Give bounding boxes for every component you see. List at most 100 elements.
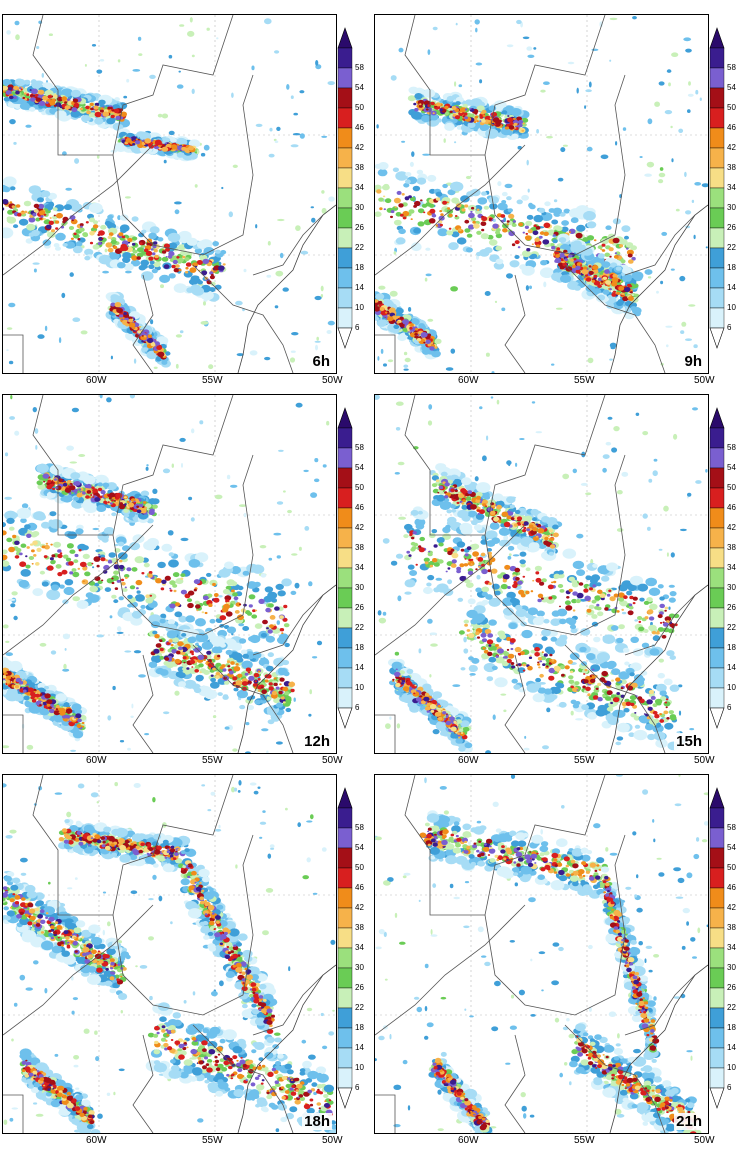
colorbar-graphic (338, 408, 352, 748)
colorbar-tick-label: 26 (727, 984, 736, 992)
colorbar-tick-label: 34 (355, 944, 364, 952)
precipitation-map: 15h (374, 394, 709, 754)
colorbar-tick-label: 38 (727, 164, 736, 172)
colorbar-tick-label: 34 (727, 564, 736, 572)
colorbar-tick-label: 22 (727, 244, 736, 252)
colorbar-tick-label: 58 (727, 444, 736, 452)
colorbar-tick-label: 14 (355, 284, 364, 292)
colorbar-tick-label: 10 (727, 684, 736, 692)
colorbar-tick-label: 6 (727, 704, 731, 712)
colorbar-tick-label: 6 (355, 1084, 359, 1092)
colorbar-tick-label: 10 (355, 684, 364, 692)
colorbar-tick-label: 42 (355, 144, 364, 152)
colorbar-tick-label: 34 (355, 564, 364, 572)
longitude-label: 60W (86, 1135, 107, 1146)
longitude-label: 55W (574, 1135, 595, 1146)
colorbar-tick-label: 6 (727, 1084, 731, 1092)
colorbar-tick-label: 58 (727, 824, 736, 832)
colorbar-tick-label: 50 (355, 484, 364, 492)
colorbar-tick-label: 42 (355, 524, 364, 532)
colorbar-tick-label: 26 (355, 224, 364, 232)
colorbar-tick-label: 34 (355, 184, 364, 192)
longitude-label: 60W (458, 375, 479, 386)
colorbar-tick-label: 54 (355, 84, 364, 92)
colorbar-tick-label: 30 (727, 584, 736, 592)
panel-time-label: 18h (302, 1113, 332, 1130)
colorbar-tick-label: 18 (355, 1024, 364, 1032)
longitude-label: 55W (202, 375, 223, 386)
colorbar-tick-label: 46 (355, 884, 364, 892)
colorbar-tick-label: 14 (727, 1044, 736, 1052)
colorbar-tick-label: 54 (727, 464, 736, 472)
precipitation-map: 6h (2, 14, 337, 374)
colorbar-tick-label: 18 (355, 264, 364, 272)
colorbar-tick-label: 18 (727, 1024, 736, 1032)
colorbar-tick-label: 50 (355, 864, 364, 872)
longitude-label: 55W (574, 375, 595, 386)
colorbar-tick-label: 30 (355, 964, 364, 972)
precipitation-map: 9h (374, 14, 709, 374)
colorbar-tick-label: 54 (727, 844, 736, 852)
colorbar-tick-label: 38 (727, 544, 736, 552)
colorbar-tick-label: 46 (355, 504, 364, 512)
longitude-label: 50W (322, 375, 343, 386)
longitude-label: 60W (458, 755, 479, 766)
colorbar-tick-label: 38 (355, 164, 364, 172)
longitude-label: 55W (574, 755, 595, 766)
colorbar-tick-label: 58 (727, 64, 736, 72)
colorbar-tick-label: 14 (355, 1044, 364, 1052)
longitude-label: 50W (694, 375, 715, 386)
colorbar-graphic (338, 788, 352, 1128)
colorbar-tick-label: 42 (727, 144, 736, 152)
colorbar-tick-label: 54 (727, 84, 736, 92)
colorbar-tick-label: 18 (355, 644, 364, 652)
colorbar-tick-label: 42 (355, 904, 364, 912)
panel-time-label: 15h (674, 733, 704, 750)
colorbar-tick-label: 50 (727, 484, 736, 492)
colorbar-tick-label: 38 (727, 924, 736, 932)
panel-time-label: 21h (674, 1113, 704, 1130)
colorbar-tick-label: 14 (727, 284, 736, 292)
colorbar-tick-label: 22 (727, 1004, 736, 1012)
colorbar-tick-label: 46 (727, 124, 736, 132)
panel-time-label: 12h (302, 733, 332, 750)
colorbar-graphic (710, 408, 724, 748)
colorbar-tick-label: 14 (355, 664, 364, 672)
colorbar-tick-label: 18 (727, 644, 736, 652)
colorbar-tick-label: 6 (727, 324, 731, 332)
colorbar-tick-label: 10 (355, 304, 364, 312)
colorbar-tick-label: 58 (355, 444, 364, 452)
colorbar-tick-label: 38 (355, 924, 364, 932)
colorbar-tick-label: 6 (355, 324, 359, 332)
colorbar-tick-label: 50 (355, 104, 364, 112)
colorbar-tick-label: 22 (355, 624, 364, 632)
map-graphic (375, 15, 708, 373)
longitude-label: 55W (202, 755, 223, 766)
colorbar-graphic (710, 788, 724, 1128)
colorbar-tick-label: 38 (355, 544, 364, 552)
colorbar-tick-label: 10 (727, 1064, 736, 1072)
map-graphic (375, 775, 708, 1133)
precipitation-map: 12h (2, 394, 337, 754)
colorbar-tick-label: 14 (727, 664, 736, 672)
longitude-label: 60W (458, 1135, 479, 1146)
colorbar-tick-label: 26 (727, 604, 736, 612)
colorbar-tick-label: 42 (727, 524, 736, 532)
colorbar-tick-label: 46 (727, 884, 736, 892)
colorbar-tick-label: 18 (727, 264, 736, 272)
precipitation-map: 18h (2, 774, 337, 1134)
colorbar-tick-label: 22 (355, 244, 364, 252)
colorbar-tick-label: 22 (355, 1004, 364, 1012)
longitude-label: 50W (694, 1135, 715, 1146)
colorbar-tick-label: 10 (727, 304, 736, 312)
map-graphic (3, 395, 336, 753)
